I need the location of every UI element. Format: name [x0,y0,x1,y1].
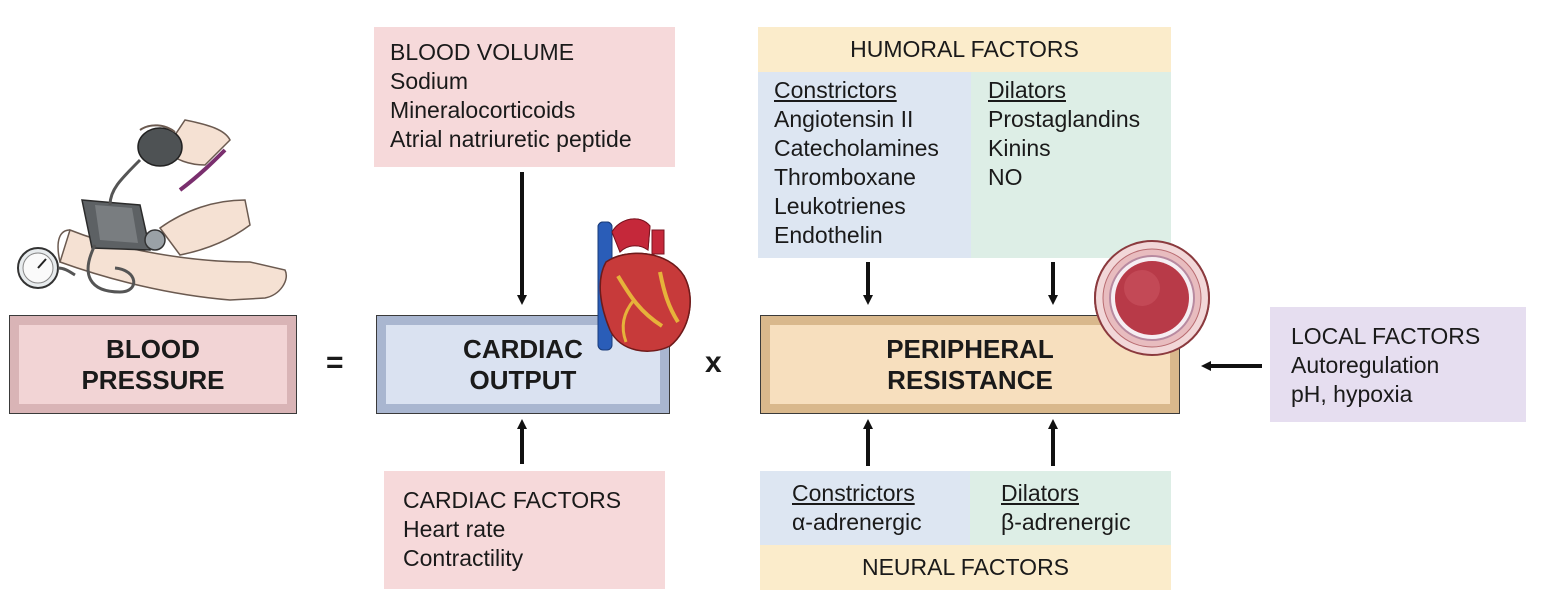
arrows [517,172,1262,466]
cardiac-factors-item: Contractility [403,545,524,571]
humoral-factors-header: HUMORAL FACTORS [758,27,1171,72]
humoral-dilator-item: Kinins [988,135,1051,161]
peripheral-resistance-line: PERIPHERAL [886,333,1054,364]
local-factors-title: LOCAL FACTORS [1291,323,1481,349]
peripheral-resistance-line: RESISTANCE [887,364,1053,395]
humoral-constrictor-item: Endothelin [774,222,883,248]
local-factors-box: LOCAL FACTORS Autoregulation pH, hypoxia [1270,307,1526,422]
humoral-constrictor-item: Thromboxane [774,164,916,190]
blood-pressure-line: PRESSURE [81,364,225,395]
multiply-sign: x [705,346,722,379]
blood-pressure-box: BLOOD PRESSURE [9,315,297,414]
neural-dilator-item: β-adrenergic [1001,509,1131,535]
humoral-constrictor-item: Catecholamines [774,135,939,161]
humoral-constrictor-item: Leukotrienes [774,193,906,219]
blood-volume-item: Atrial natriuretic peptide [390,126,632,152]
local-factors-item: Autoregulation [1291,352,1440,378]
neural-constrictors-box: Constrictors α-adrenergic [760,471,970,545]
humoral-constrictors-box: Constrictors Angiotensin II Catecholamin… [758,72,971,258]
blood-volume-item: Mineralocorticoids [390,97,576,123]
humoral-dilator-item: NO [988,164,1023,190]
humoral-constrictor-item: Angiotensin II [774,106,914,132]
local-factors-item: pH, hypoxia [1291,381,1413,407]
humoral-dilators-box: Dilators Prostaglandins Kinins NO [971,72,1171,258]
neural-dilators-box: Dilators β-adrenergic [970,471,1171,545]
neural-constrictors-heading: Constrictors [792,480,915,506]
cardiac-factors-title: CARDIAC FACTORS [403,487,622,513]
cardiac-output-line: CARDIAC [463,333,583,364]
blood-volume-title: BLOOD VOLUME [390,39,575,65]
cardiac-factors-box: CARDIAC FACTORS Heart rate Contractility [384,471,665,589]
humoral-dilator-item: Prostaglandins [988,106,1141,132]
neural-factors-title: NEURAL FACTORS [861,554,1070,580]
blood-volume-box: BLOOD VOLUME Sodium Mineralocorticoids A… [374,27,675,167]
blood-pressure-cuff-illustration [17,119,287,301]
humoral-factors-title: HUMORAL FACTORS [850,36,1079,62]
humoral-dilators-heading: Dilators [988,77,1066,103]
neural-constrictor-item: α-adrenergic [792,509,922,535]
cardiac-output-box: CARDIAC OUTPUT [376,315,670,414]
neural-dilators-heading: Dilators [1001,480,1079,506]
equals-sign: = [326,346,344,379]
peripheral-resistance-box: PERIPHERAL RESISTANCE [760,315,1180,414]
cardiac-factors-item: Heart rate [403,516,506,542]
cardiac-output-line: OUTPUT [469,364,577,395]
neural-factors-footer: NEURAL FACTORS [760,545,1171,590]
humoral-constrictors-heading: Constrictors [774,77,897,103]
blood-pressure-line: BLOOD [106,333,200,364]
blood-volume-item: Sodium [390,68,468,94]
